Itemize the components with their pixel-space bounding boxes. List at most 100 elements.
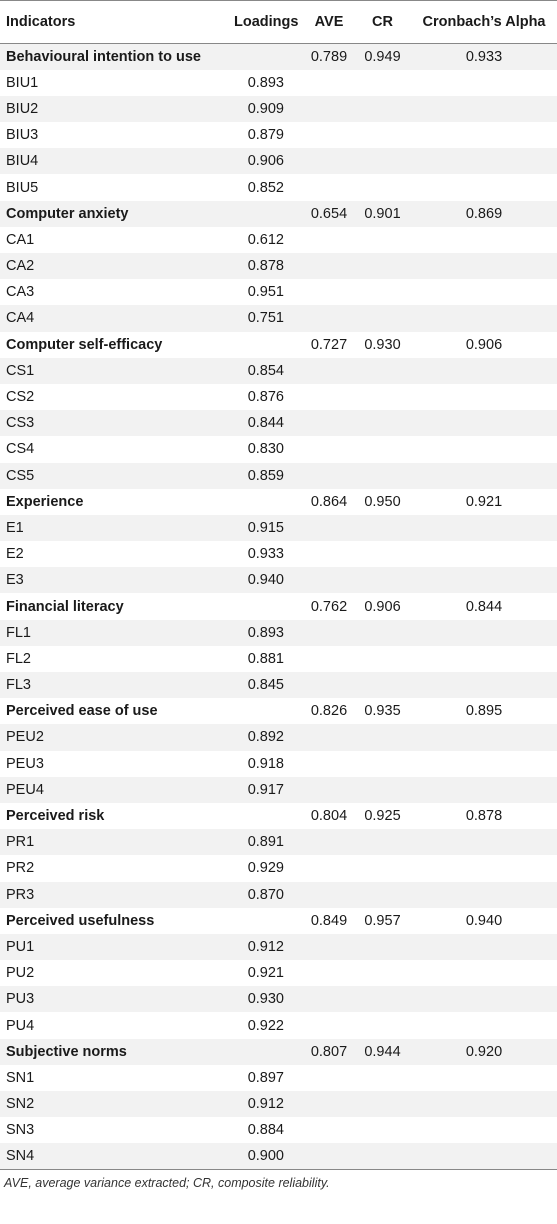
ave-cell-empty <box>304 1065 354 1091</box>
cr-value: 0.930 <box>364 336 401 353</box>
loading-cell-empty <box>228 698 304 724</box>
ave-cell-empty <box>304 986 354 1012</box>
indicator-row: PR2 0.929 <box>0 855 557 882</box>
ave-cell-empty <box>304 829 354 855</box>
ave-cell-empty <box>304 227 354 253</box>
table-header: Indicators Loadings AVE CR Cronbach’s Al… <box>0 0 557 44</box>
ave-cell-empty <box>304 70 354 96</box>
ave-value: 0.826 <box>310 703 348 720</box>
cr-cell-empty <box>354 1065 411 1091</box>
cr-cell-empty <box>354 358 411 384</box>
loading-value: 0.852 <box>247 179 284 196</box>
ave-cell-empty <box>304 358 354 384</box>
cr-value: 0.949 <box>364 48 401 65</box>
indicator-code: CS3 <box>6 415 35 432</box>
loading-value: 0.876 <box>247 389 284 406</box>
loading-value: 0.881 <box>247 650 284 667</box>
reliability-table: Indicators Loadings AVE CR Cronbach’s Al… <box>0 0 557 1171</box>
cr-cell-empty <box>354 934 411 960</box>
alpha-cell-empty <box>411 751 557 777</box>
indicator-row: BIU3 0.879 <box>0 122 557 149</box>
indicator-code: FL3 <box>6 677 31 694</box>
construct-name: Computer anxiety <box>6 205 129 222</box>
loading-value: 0.933 <box>247 546 284 563</box>
ave-cell-empty <box>304 1091 354 1117</box>
alpha-value: 0.906 <box>465 336 503 353</box>
cr-cell-empty <box>354 620 411 646</box>
cr-cell-empty <box>354 882 411 908</box>
construct-name: Behavioural intention to use <box>6 48 201 65</box>
indicator-row: BIU2 0.909 <box>0 95 557 123</box>
indicator-row: PEU2 0.892 <box>0 724 557 751</box>
indicator-code: PEU3 <box>6 755 44 772</box>
cr-cell-empty <box>354 829 411 855</box>
cr-cell-empty <box>354 96 411 122</box>
header-row: Indicators Loadings AVE CR Cronbach’s Al… <box>0 0 557 44</box>
alpha-cell-empty <box>411 934 557 960</box>
cr-cell-empty <box>354 384 411 410</box>
indicator-row: BIU5 0.852 <box>0 174 557 201</box>
loading-value: 0.884 <box>247 1122 284 1139</box>
ave-cell-empty <box>304 305 354 331</box>
indicator-row: E1 0.915 <box>0 514 557 542</box>
loading-value: 0.915 <box>247 519 284 536</box>
alpha-cell-empty <box>411 1065 557 1091</box>
loading-value: 0.891 <box>247 834 284 851</box>
indicator-row: CS1 0.854 <box>0 357 557 384</box>
ave-value: 0.807 <box>310 1043 348 1060</box>
group-row: Perceived risk 0.804 0.925 0.878 <box>0 802 557 830</box>
alpha-cell-empty <box>411 1117 557 1143</box>
cr-cell-empty <box>354 515 411 541</box>
loading-value: 0.912 <box>247 1096 284 1113</box>
cr-cell-empty <box>354 227 411 253</box>
ave-value: 0.727 <box>310 336 348 353</box>
loading-value: 0.900 <box>228 1143 304 1171</box>
alpha-cell-empty <box>411 620 557 646</box>
ave-cell-empty <box>304 960 354 986</box>
indicator-code: SN3 <box>6 1122 35 1139</box>
loading-value: 0.870 <box>247 886 284 903</box>
indicator-row: E3 0.940 <box>0 567 557 594</box>
table-container: Indicators Loadings AVE CR Cronbach’s Al… <box>0 0 557 1190</box>
loading-cell-empty <box>228 593 304 619</box>
ave-cell-empty <box>304 122 354 148</box>
indicator-code: BIU3 <box>6 127 39 144</box>
construct-name: Perceived ease of use <box>6 703 158 720</box>
alpha-cell-empty <box>411 358 557 384</box>
ave-value: 0.864 <box>310 493 348 510</box>
indicator-code: BIU5 <box>6 179 39 196</box>
indicator-row: CS3 0.844 <box>0 410 557 437</box>
alpha-cell-empty <box>411 855 557 881</box>
loading-value: 0.612 <box>247 231 284 248</box>
alpha-value: 0.878 <box>465 808 503 825</box>
loading-cell-empty <box>228 803 304 829</box>
loading-value: 0.940 <box>247 572 284 589</box>
indicator-code: SN1 <box>6 1069 35 1086</box>
ave-cell-empty <box>304 410 354 436</box>
alpha-cell-empty <box>411 1012 557 1038</box>
loading-value: 0.879 <box>247 127 284 144</box>
table-footnote: AVE, average variance extracted; CR, com… <box>4 1176 330 1191</box>
indicator-row: PU4 0.922 <box>0 1012 557 1039</box>
loading-value: 0.854 <box>247 362 284 379</box>
alpha-cell-empty <box>411 410 557 436</box>
alpha-cell-empty <box>411 829 557 855</box>
indicator-row: PU2 0.921 <box>0 960 557 987</box>
cr-cell-empty <box>354 567 411 593</box>
cr-cell-empty <box>354 148 411 174</box>
loading-value: 0.893 <box>247 74 284 91</box>
header-loadings: Loadings <box>228 0 304 44</box>
alpha-cell-empty <box>411 777 557 803</box>
indicator-row: CS2 0.876 <box>0 383 557 411</box>
cr-cell-empty <box>354 1143 411 1171</box>
alpha-cell-empty <box>411 122 557 148</box>
loading-value: 0.878 <box>247 258 284 275</box>
indicator-code: CS4 <box>6 441 35 458</box>
construct-name: Computer self-efficacy <box>6 336 163 353</box>
cr-cell-empty <box>354 1091 411 1117</box>
indicator-row: PEU3 0.918 <box>0 750 557 777</box>
indicator-code: BIU2 <box>6 100 39 117</box>
cr-cell-empty <box>354 463 411 489</box>
loading-value: 0.751 <box>247 310 284 327</box>
ave-cell-empty <box>304 777 354 803</box>
